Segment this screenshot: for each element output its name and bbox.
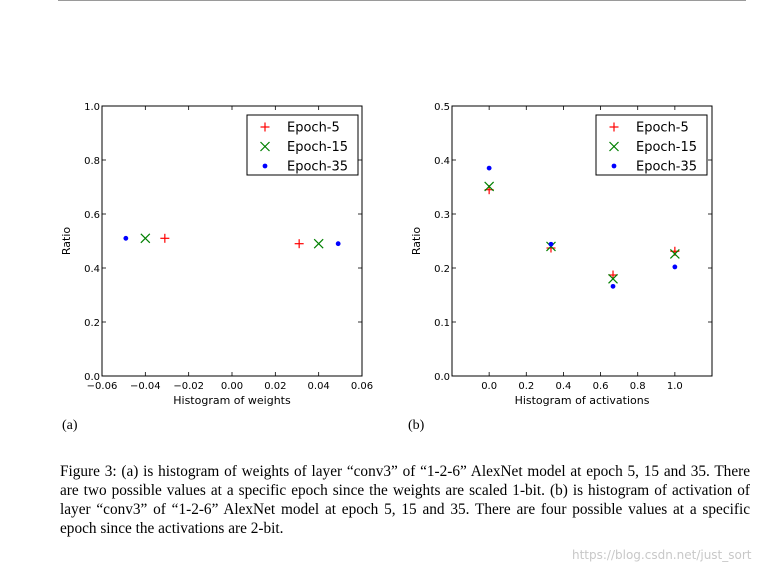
y-tick-label: 0.4 [434, 156, 450, 167]
data-point [610, 283, 616, 289]
plot-frame [451, 105, 713, 377]
y-tick-label: 0.0 [434, 372, 450, 383]
x-axis-label: Histogram of activations [515, 394, 650, 407]
y-tick-label: 0.5 [434, 102, 450, 113]
data-point [294, 239, 304, 249]
legend-entry: Epoch-5 [636, 121, 689, 136]
y-tick-label: 0.4 [84, 264, 100, 275]
data-point [486, 165, 492, 171]
data-point [548, 241, 554, 247]
y-tick-label: 0.0 [84, 372, 100, 383]
x-axis-label: Histogram of weights [173, 394, 291, 407]
x-tick-label: 0.6 [593, 381, 609, 392]
watermark: https://blog.csdn.net/just_sort [572, 548, 752, 562]
x-tick-label: 0.8 [630, 381, 646, 392]
y-axis-label: Ratio [410, 227, 423, 256]
x-tick-label: −0.04 [130, 381, 161, 392]
data-point [484, 181, 495, 192]
x-tick-label: 0.00 [221, 381, 243, 392]
y-tick-label: 0.2 [84, 318, 100, 329]
y-axis-label: Ratio [60, 227, 73, 256]
legend-marker [609, 122, 619, 132]
plot-frame [101, 105, 363, 377]
y-tick-label: 0.8 [84, 156, 100, 167]
legend-entry: Epoch-35 [287, 160, 348, 175]
panel-label-b: (b) [408, 418, 425, 433]
x-tick-label: 0.04 [308, 381, 330, 392]
legend-marker [260, 122, 270, 132]
data-point [335, 241, 341, 247]
legend-marker [611, 163, 617, 169]
y-tick-label: 0.2 [434, 264, 450, 275]
data-point [669, 249, 680, 259]
legend-entry: Epoch-15 [636, 140, 697, 155]
legend-entry: Epoch-5 [287, 121, 340, 136]
x-tick-label: 0.02 [264, 381, 286, 392]
figure-caption: Figure 3: (a) is histogram of weights of… [60, 463, 750, 537]
x-tick-label: −0.06 [87, 381, 118, 392]
panel-label-a: (a) [62, 418, 78, 433]
legend-marker [609, 141, 619, 152]
y-tick-label: 0.3 [434, 210, 450, 221]
data-point [313, 238, 324, 249]
y-tick-label: 1.0 [84, 102, 100, 113]
x-tick-label: 0.0 [481, 381, 497, 392]
data-point [123, 235, 129, 241]
legend-marker [260, 141, 270, 152]
data-point [140, 233, 151, 244]
legend-marker [262, 163, 268, 169]
x-tick-label: −0.02 [173, 381, 204, 392]
x-tick-label: 0.4 [555, 381, 571, 392]
top-rule [58, 0, 746, 1]
data-point [672, 264, 678, 270]
data-point [608, 273, 618, 284]
legend-entry: Epoch-15 [287, 140, 348, 155]
x-tick-label: 0.2 [518, 381, 534, 392]
y-tick-label: 0.1 [434, 318, 450, 329]
x-tick-label: 1.0 [667, 381, 683, 392]
y-tick-label: 0.6 [84, 210, 100, 221]
legend-entry: Epoch-35 [636, 160, 697, 175]
activations-histogram-plot: 0.0 0.2 0.4 0.6 0.8 1.0 0.0 0.1 0.2 0.3 0.4 0.5 Hist… [410, 102, 713, 407]
data-point [160, 233, 170, 243]
x-tick-label: 0.06 [351, 381, 373, 392]
weights-histogram-plot: −0.06 −0.04 −0.02 0.00 0.02 0.04 0.06 0.0 0.2 0.4… [60, 102, 373, 407]
